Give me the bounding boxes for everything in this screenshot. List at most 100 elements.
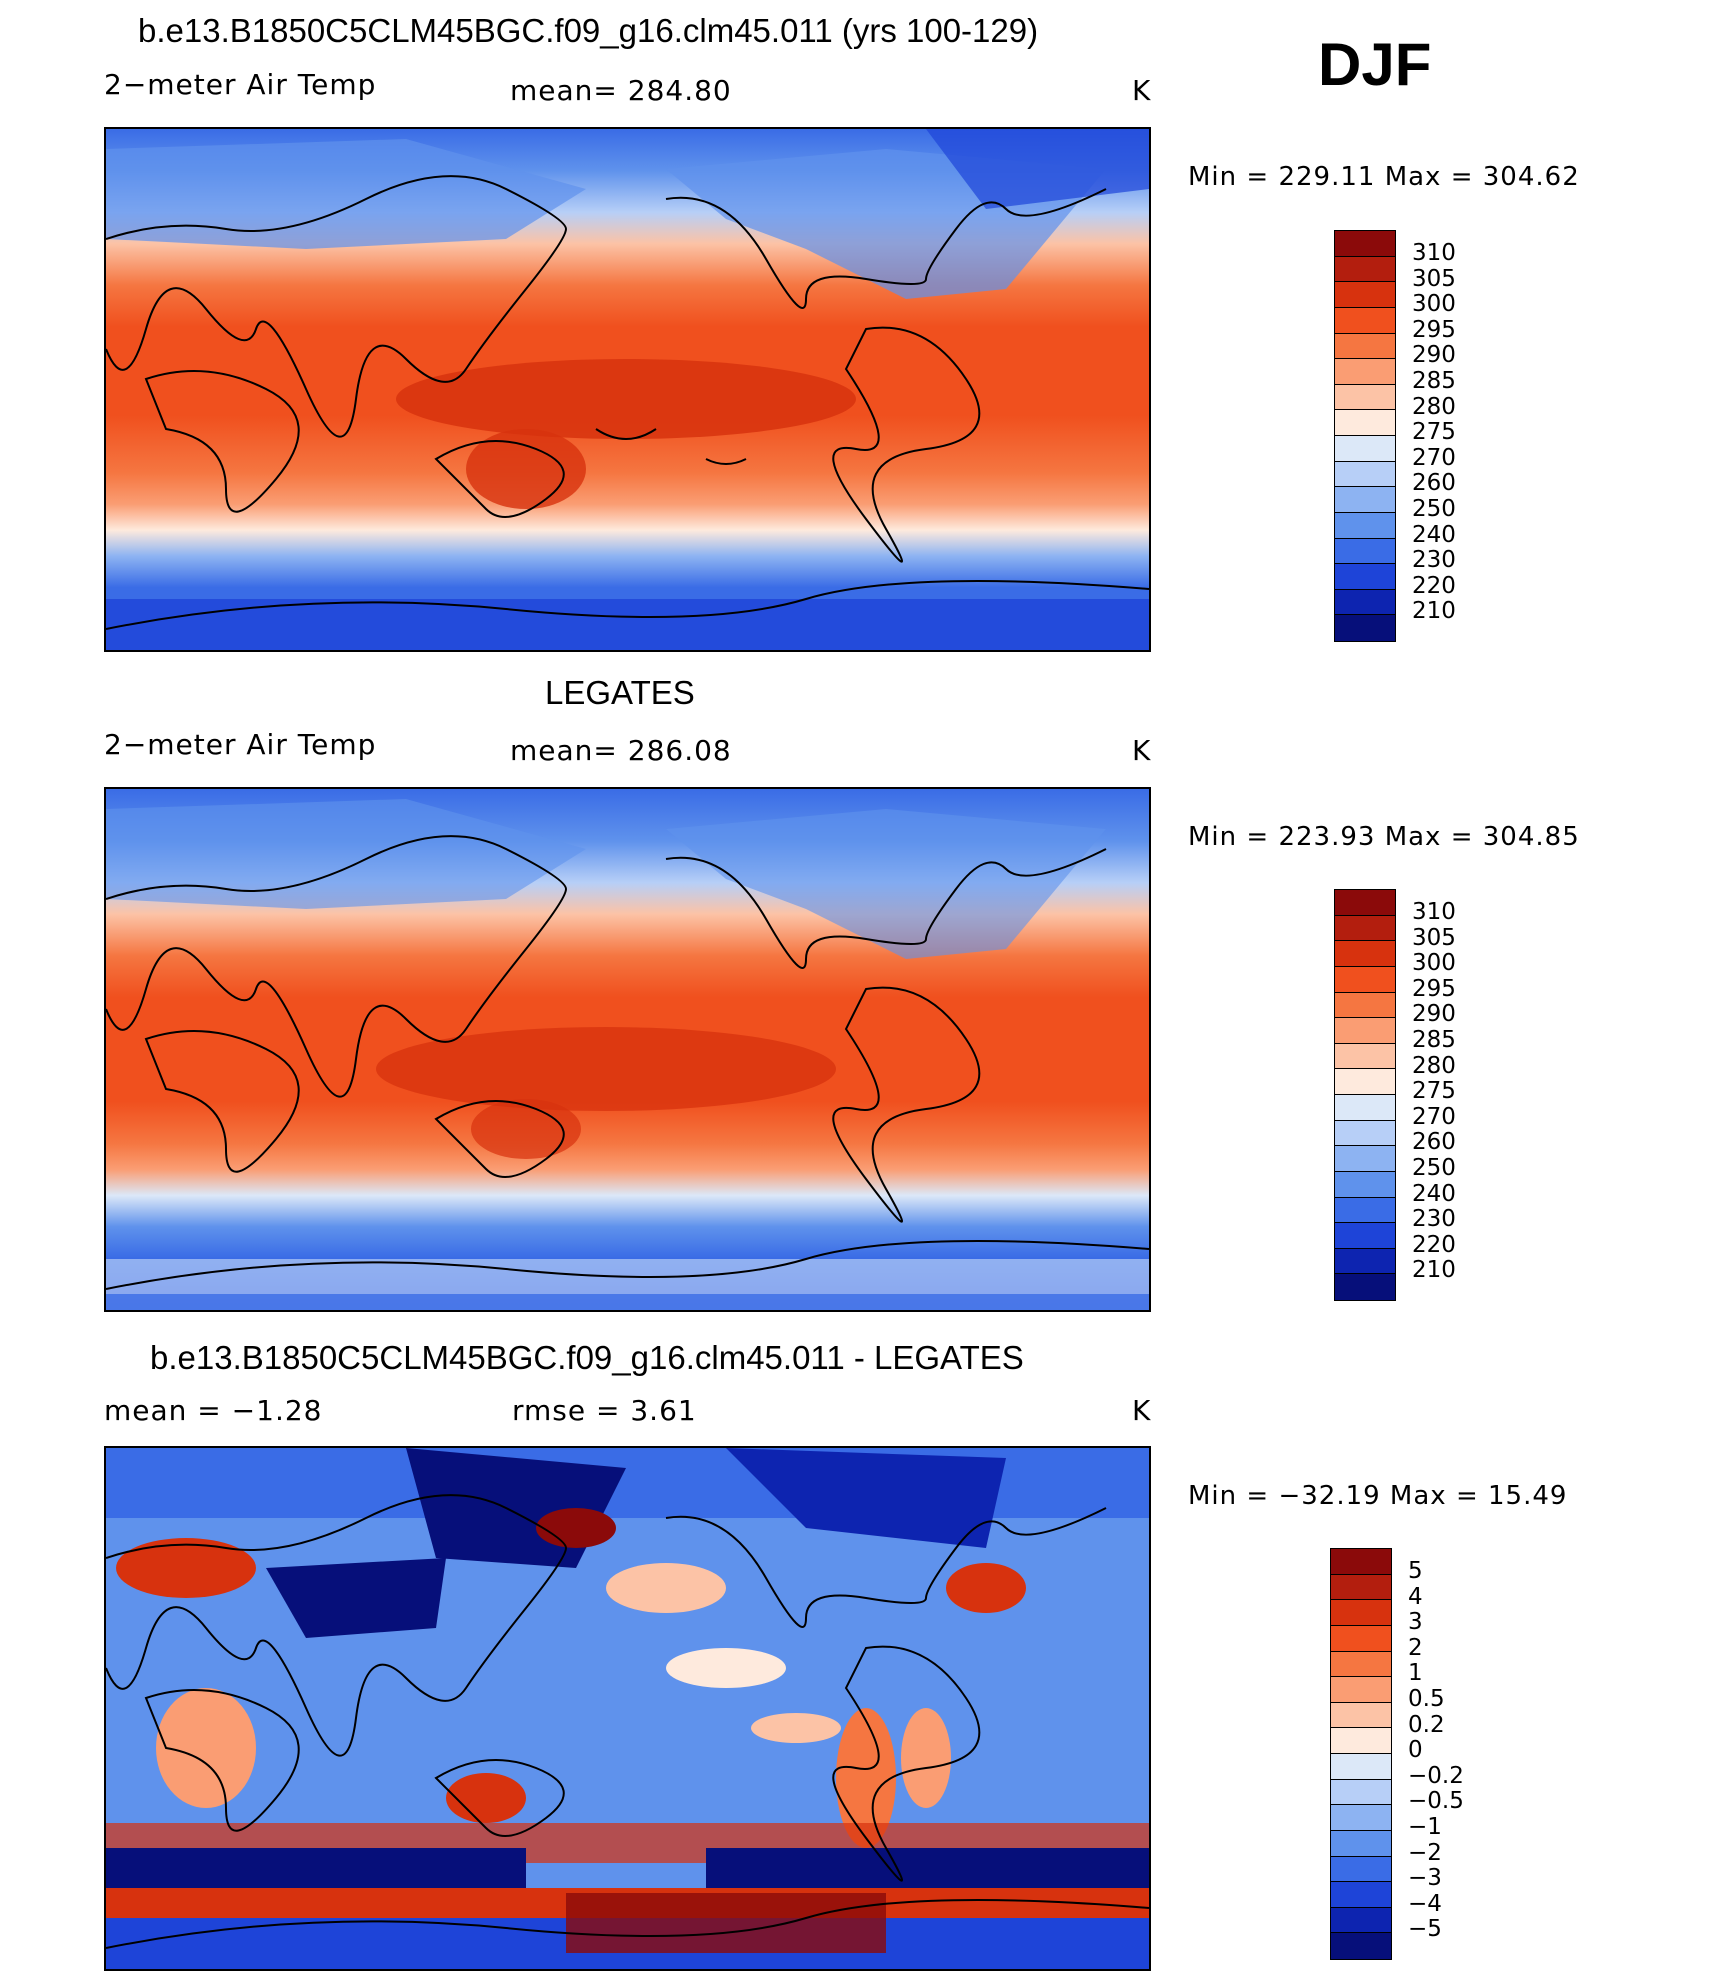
diff-colorbar-tick-label: 1 bbox=[1408, 1660, 1423, 1687]
diff-colorbar-tick-label: 3 bbox=[1408, 1609, 1423, 1636]
abs-colorbar-2-tick-label: 240 bbox=[1412, 1180, 1456, 1207]
diff-colorbar-tick-label: −1 bbox=[1408, 1813, 1442, 1840]
diff-colorbar-swatch bbox=[1331, 1549, 1391, 1575]
abs-colorbar-1-swatch bbox=[1335, 282, 1395, 308]
abs-colorbar-2-swatch bbox=[1335, 1018, 1395, 1044]
panel1-unit-label: K bbox=[1132, 74, 1152, 107]
diff-colorbar-tick-label: −5 bbox=[1408, 1916, 1442, 1943]
abs-colorbar-2-tick-label: 290 bbox=[1412, 1001, 1456, 1028]
abs-colorbar-1-tick-label: 240 bbox=[1412, 521, 1456, 548]
abs-colorbar-1-swatch bbox=[1335, 384, 1395, 411]
abs-colorbar-2-tick-label: 300 bbox=[1412, 950, 1456, 977]
abs-colorbar-1-tick-label: 275 bbox=[1412, 419, 1456, 446]
diff-colorbar-tick-label: −0.5 bbox=[1408, 1788, 1464, 1815]
abs-colorbar-1-swatch bbox=[1335, 333, 1395, 360]
abs-colorbar-1-swatch bbox=[1335, 359, 1395, 385]
panel3-minmax-label: Min = −32.19 Max = 15.49 bbox=[1188, 1481, 1568, 1511]
diff-colorbar-tick-label: 2 bbox=[1408, 1634, 1423, 1661]
diff-colorbar-labels: 5 4 3 2 1 0.5 0.2 0 −0.2 −0.5 −1 −2 −3 −4 −5 bbox=[1408, 1558, 1464, 1943]
abs-colorbar-2-swatch bbox=[1335, 1146, 1395, 1172]
abs-colorbar-2-labels: 310 305 300 295 290 285 280 275 270 260 250 240 230 2… bbox=[1412, 899, 1456, 1284]
difference-temperature-field bbox=[106, 1448, 1149, 1969]
diff-colorbar-swatch bbox=[1331, 1805, 1391, 1831]
abs-colorbar-2-swatch bbox=[1335, 890, 1395, 916]
abs-colorbar-1-swatch bbox=[1335, 410, 1395, 436]
panel1-title: b.e13.B1850C5CLM45BGC.f09_g16.clm45.011 … bbox=[138, 12, 1039, 49]
diff-colorbar-swatch bbox=[1331, 1830, 1391, 1857]
abs-colorbar-2-tick-label: 275 bbox=[1412, 1078, 1456, 1105]
panel1-minmax-label: Min = 229.11 Max = 304.62 bbox=[1188, 162, 1580, 192]
abs-colorbar-1-swatch bbox=[1335, 487, 1395, 513]
diff-colorbar-swatch bbox=[1331, 1856, 1391, 1883]
diff-colorbar-swatch bbox=[1331, 1882, 1391, 1908]
abs-colorbar-1-tick-label: 210 bbox=[1412, 598, 1456, 625]
abs-colorbar-2-swatch bbox=[1335, 941, 1395, 967]
diff-colorbar-swatch bbox=[1331, 1907, 1391, 1934]
panel3-unit-label: K bbox=[1132, 1394, 1152, 1427]
diff-colorbar-tick-label: 0.2 bbox=[1408, 1711, 1445, 1738]
diff-colorbar-swatch bbox=[1331, 1600, 1391, 1626]
abs-colorbar-2-swatch bbox=[1335, 1069, 1395, 1095]
diff-colorbar-tick-label: −0.2 bbox=[1408, 1762, 1464, 1789]
abs-colorbar-1-swatch bbox=[1335, 307, 1395, 334]
diff-colorbar-tick-label: 5 bbox=[1408, 1558, 1423, 1584]
diff-colorbar-swatch bbox=[1331, 1779, 1391, 1806]
abs-colorbar-1-tick-label: 260 bbox=[1412, 470, 1456, 497]
abs-colorbar-2-tick-label: 270 bbox=[1412, 1103, 1456, 1130]
abs-colorbar-1-tick-label: 310 bbox=[1412, 240, 1456, 266]
abs-colorbar-1-swatch bbox=[1335, 256, 1395, 283]
abs-colorbar-1-labels: 310 305 300 295 290 285 280 275 270 260 250 240 230 2… bbox=[1412, 240, 1456, 625]
abs-colorbar-2-swatch bbox=[1335, 1120, 1395, 1147]
abs-colorbar-1-swatch bbox=[1335, 564, 1395, 590]
panel2-title: LEGATES bbox=[545, 674, 695, 711]
abs-colorbar-1-tick-label: 280 bbox=[1412, 393, 1456, 420]
diff-colorbar-swatch bbox=[1331, 1651, 1391, 1678]
diff-colorbar-swatch bbox=[1331, 1728, 1391, 1754]
abs-colorbar-1-swatch bbox=[1335, 436, 1395, 462]
abs-colorbar-2-tick-label: 220 bbox=[1412, 1231, 1456, 1258]
diff-colorbar-tick-label: 4 bbox=[1408, 1583, 1423, 1610]
season-label: DJF bbox=[1318, 31, 1432, 98]
abs-colorbar-2-tick-label: 285 bbox=[1412, 1026, 1456, 1053]
abs-colorbar-1-tick-label: 220 bbox=[1412, 572, 1456, 599]
abs-colorbar-1 bbox=[1334, 230, 1396, 642]
diff-colorbar-tick-label: 0 bbox=[1408, 1737, 1423, 1764]
diff-colorbar-swatch bbox=[1331, 1933, 1391, 1959]
abs-colorbar-2-swatch bbox=[1335, 966, 1395, 993]
abs-colorbar-1-swatch bbox=[1335, 589, 1395, 616]
abs-colorbar-2-tick-label: 210 bbox=[1412, 1257, 1456, 1284]
abs-colorbar-1-tick-label: 270 bbox=[1412, 444, 1456, 471]
diff-colorbar-tick-label: −4 bbox=[1408, 1890, 1442, 1917]
diff-colorbar-tick-label: 0.5 bbox=[1408, 1685, 1445, 1712]
abs-colorbar-2-swatch bbox=[1335, 915, 1395, 942]
abs-colorbar-2-swatch bbox=[1335, 1197, 1395, 1224]
diff-colorbar-swatch bbox=[1331, 1677, 1391, 1703]
abs-colorbar-2-swatch bbox=[1335, 1043, 1395, 1070]
abs-colorbar-2-tick-label: 250 bbox=[1412, 1154, 1456, 1181]
abs-colorbar-1-tick-label: 230 bbox=[1412, 547, 1456, 574]
abs-colorbar-2-swatch bbox=[1335, 1223, 1395, 1249]
abs-colorbar-2-swatch bbox=[1335, 1274, 1395, 1300]
diff-colorbar-swatch bbox=[1331, 1625, 1391, 1652]
abs-colorbar-1-tick-label: 295 bbox=[1412, 316, 1456, 343]
observed-temperature-map bbox=[104, 787, 1151, 1312]
abs-colorbar-1-swatch bbox=[1335, 615, 1395, 641]
abs-colorbar-2-tick-label: 230 bbox=[1412, 1206, 1456, 1233]
observed-temperature-field bbox=[106, 789, 1149, 1310]
panel2-mean-label: mean= 286.08 bbox=[510, 734, 732, 767]
abs-colorbar-2 bbox=[1334, 889, 1396, 1301]
abs-colorbar-2-tick-label: 295 bbox=[1412, 975, 1456, 1002]
diff-colorbar-tick-label: −2 bbox=[1408, 1839, 1442, 1866]
difference-temperature-map bbox=[104, 1446, 1151, 1971]
panel1-variable-label: 2−meter Air Temp bbox=[104, 68, 377, 101]
abs-colorbar-2-tick-label: 305 bbox=[1412, 924, 1456, 951]
panel2-variable-label: 2−meter Air Temp bbox=[104, 728, 377, 761]
panel2-unit-label: K bbox=[1132, 734, 1152, 767]
abs-colorbar-2-swatch bbox=[1335, 992, 1395, 1019]
abs-colorbar-1-swatch bbox=[1335, 231, 1395, 257]
abs-colorbar-2-swatch bbox=[1335, 1171, 1395, 1198]
panel3-title: b.e13.B1850C5CLM45BGC.f09_g16.clm45.011 … bbox=[150, 1339, 1024, 1376]
diff-colorbar-swatch bbox=[1331, 1574, 1391, 1601]
panel3-mean-label: mean = −1.28 bbox=[104, 1394, 323, 1427]
diff-colorbar-swatch bbox=[1331, 1702, 1391, 1729]
